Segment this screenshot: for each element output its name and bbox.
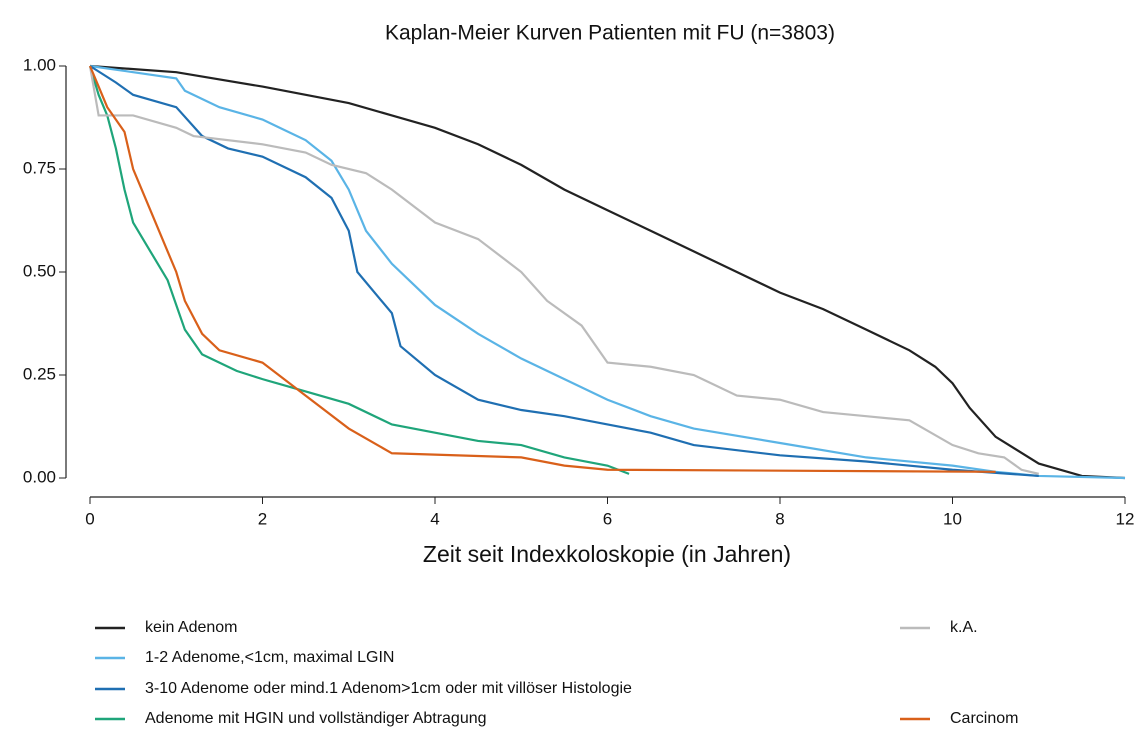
y-tick-label: 0.50 (23, 261, 56, 280)
survival-curve (89, 64, 1126, 480)
x-axis-label: Zeit seit Indexkoloskopie (in Jahren) (423, 541, 791, 567)
x-tick-label: 12 (1116, 509, 1135, 528)
x-tick-label: 6 (603, 509, 612, 528)
y-tick-label: 0.75 (23, 158, 56, 177)
y-tick-label: 0.25 (23, 364, 56, 383)
x-tick-label: 0 (85, 509, 94, 528)
x-tick-label: 8 (775, 509, 784, 528)
legend-label: kein Adenom (145, 619, 238, 636)
legend-label: 1-2 Adenome,<1cm, maximal LGIN (145, 649, 394, 666)
x-tick-label: 10 (943, 509, 962, 528)
survival-curve (88, 65, 996, 473)
x-tick-label: 2 (258, 509, 267, 528)
legend-label: Carcinom (950, 710, 1018, 727)
y-tick-label: 0.00 (23, 467, 56, 486)
legend-label: Adenome mit HGIN und vollständiger Abtra… (145, 710, 487, 727)
y-tick-label: 1.00 (23, 55, 56, 74)
chart-title: Kaplan-Meier Kurven Patienten mit FU (n=… (385, 22, 835, 45)
survival-curve (89, 64, 1126, 480)
survival-curve (88, 65, 630, 475)
survival-curve (88, 65, 1040, 475)
survival-curve (89, 65, 1039, 478)
legend-label: 3-10 Adenome oder mind.1 Adenom>1cm oder… (145, 680, 632, 697)
legend-label: k.A. (950, 619, 978, 636)
x-tick-label: 4 (430, 509, 439, 528)
